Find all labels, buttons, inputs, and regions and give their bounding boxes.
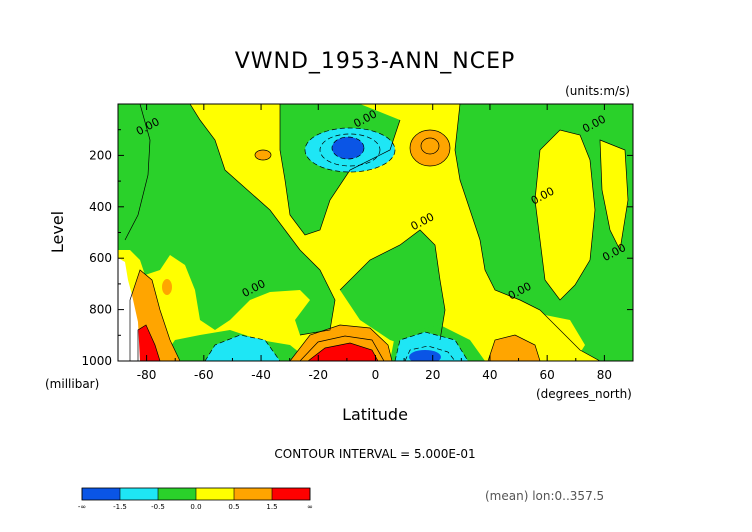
x-tick-label: -80 (137, 368, 157, 382)
x-tick-label: -20 (308, 368, 328, 382)
contour-fill-yellow-nh-island (535, 130, 595, 300)
x-axis-ticks: -80 -60 -40 -20 0 20 40 60 80 (117, 104, 634, 382)
contour-fill-yellow-nh-island-3 (545, 315, 585, 361)
colorbar-swatch (158, 488, 196, 500)
x-units-label: (degrees_north) (536, 387, 632, 401)
colorbar-label: 1.5 (266, 503, 277, 511)
y-tick-label: 1000 (81, 354, 112, 368)
mean-longitude-label: (mean) lon:0..357.5 (485, 489, 604, 503)
colorbar-label: 0.0 (190, 503, 201, 511)
x-axis-label: Latitude (342, 405, 408, 424)
y-tick-label: 800 (89, 303, 112, 317)
chart-title: VWND_1953-ANN_NCEP (235, 49, 516, 74)
colorbar-swatch (272, 488, 310, 500)
units-label: (units:m/s) (565, 84, 630, 98)
x-tick-label: -60 (194, 368, 214, 382)
contour-fill-red-low (308, 343, 378, 361)
negative-contour-lines (204, 127, 469, 361)
y-tick-label: 400 (89, 200, 112, 214)
topography-mask (118, 258, 140, 361)
colorbar-label: -∞ (78, 503, 86, 511)
colorbar: -∞ -1.5 -0.5 0.0 0.5 1.5 ∞ (78, 487, 313, 511)
contour-fill-orange-small (255, 150, 271, 160)
colorbar-label: ∞ (307, 503, 313, 511)
x-tick-label: 0 (372, 368, 380, 382)
y-axis-label: Level (48, 211, 67, 253)
contour-fill-red-polar (138, 325, 160, 361)
contour-fill-green-sh (118, 104, 335, 335)
contour-fill-blue-low-nh (409, 350, 441, 361)
x-tick-label: 40 (482, 368, 497, 382)
colorbar-label: -1.5 (113, 503, 127, 511)
y-tick-label: 600 (89, 251, 112, 265)
colorbar-swatch (82, 488, 120, 500)
contour-plot: 0.00 0.00 0.000.000.000.000.00 0.00 (118, 104, 633, 361)
colorbar-label: 0.5 (228, 503, 239, 511)
x-tick-label: 20 (425, 368, 440, 382)
x-tick-label: -40 (251, 368, 271, 382)
contour-interval-label: CONTOUR INTERVAL = 5.000E-01 (274, 447, 475, 461)
contour-fill-green-mid (340, 230, 445, 350)
x-tick-label: 60 (540, 368, 555, 382)
contour-fill-yellow-nh-island-2 (600, 140, 628, 250)
colorbar-swatch (196, 488, 234, 500)
contour-fill-orange-low-nh (488, 335, 540, 361)
x-tick-label: 80 (597, 368, 612, 382)
colorbar-label: -0.5 (151, 503, 165, 511)
contour-fill-orange-upper (410, 130, 450, 166)
y-units-label: (millibar) (45, 377, 99, 391)
colorbar-swatch (120, 488, 158, 500)
contour-fill-blue-jet-sh (332, 137, 364, 159)
y-axis-ticks: 200 400 600 800 1000 (81, 129, 633, 368)
contour-fill-orange-polar-spot (162, 279, 172, 295)
contour-lines (124, 104, 629, 361)
contour-fill-green-left-edge (118, 104, 150, 240)
colorbar-swatch (234, 488, 272, 500)
y-tick-label: 200 (89, 148, 112, 162)
